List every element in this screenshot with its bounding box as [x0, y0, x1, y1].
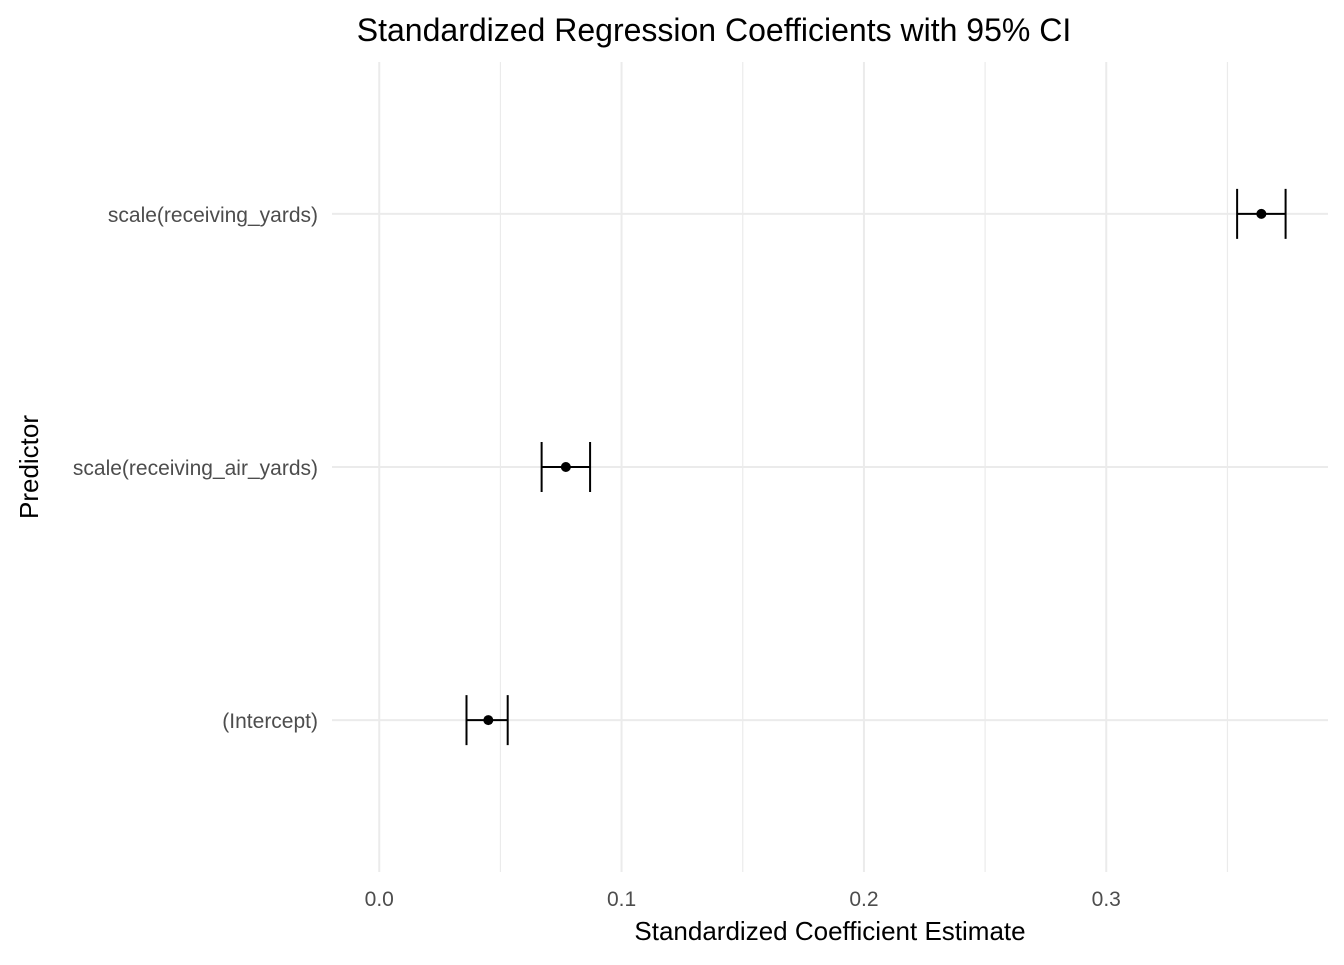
y-tick-label: (Intercept): [222, 710, 318, 733]
y-tick-label: scale(receiving_air_yards): [73, 457, 318, 480]
grid-layer: [332, 62, 1328, 872]
x-axis-label: Standardized Coefficient Estimate: [634, 916, 1025, 946]
chart-title: Standardized Regression Coefficients wit…: [357, 12, 1071, 48]
estimate-point: [483, 715, 494, 726]
y-axis-label: Predictor: [14, 415, 44, 519]
x-tick-label: 0.1: [607, 888, 636, 911]
estimate-point: [560, 462, 571, 472]
labels-layer: 0.0 0.1 0.2 0.3 (Intercept) scale(receiving_a…: [73, 204, 1121, 911]
estimate-point: [1256, 208, 1267, 219]
marks-layer: [465, 188, 1287, 746]
y-tick-label: scale(receiving_yards): [108, 204, 318, 227]
x-tick-label: 0.2: [849, 888, 878, 911]
x-tick-label: 0.3: [1092, 888, 1121, 911]
x-tick-label: 0.0: [365, 888, 394, 911]
